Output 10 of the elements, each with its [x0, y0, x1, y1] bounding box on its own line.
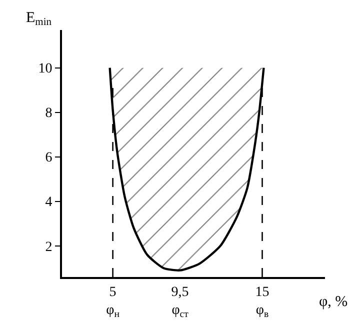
x-tick-label: 9,5 φ$_{ст}$ — [171, 284, 190, 320]
y-tick-label: 2 — [45, 240, 52, 255]
y-tick-label: 6 — [45, 150, 52, 166]
y-tick-label: 8 — [45, 106, 52, 122]
x-axis-title: φ, % — [319, 294, 348, 310]
y-tick-label: 4 — [45, 195, 52, 210]
x-tick-label: 5 φ$_{н}$ — [106, 284, 120, 320]
y-axis-title: E$_{min}$ — [26, 10, 52, 28]
y-tick-label: 10 — [38, 62, 52, 77]
x-tick-label: 15 φ$_{в}$ — [255, 284, 270, 320]
